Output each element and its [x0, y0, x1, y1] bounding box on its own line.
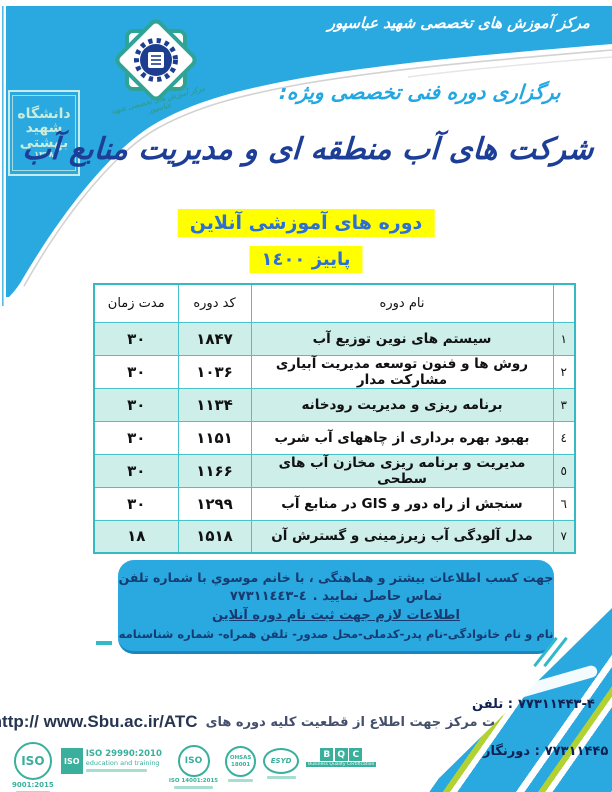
iso-14001-label: ISO 14001:2015 [168, 778, 219, 784]
course-code: ۱۱۶۶ [177, 453, 252, 488]
table-row: ٤ بهبود بهره برداری از چاههای آب شرب ۱۱۵… [93, 420, 576, 455]
online-courses-highlight: دوره های آموزشی آنلاین [177, 209, 435, 237]
header-course-code: کد دوره [177, 283, 252, 323]
course-name: مدل آلودگی آب زیرزمینی و گسترش آن [250, 519, 554, 554]
course-code: ۱۱۵۱ [177, 420, 252, 455]
row-number: ٢ [552, 354, 576, 389]
contact-info-box: جهت کسب اطلاعات بیشتر و هماهنگی ، با خان… [118, 560, 554, 654]
iso-14001-logo: ISO ISO 14001:2015 [169, 742, 218, 789]
row-number: ٤ [552, 420, 576, 455]
course-name: سیستم های نوین توزیع آب [250, 321, 554, 356]
course-table: نام دوره کد دوره مدت زمان ١ سیستم های نو… [93, 283, 576, 554]
iso-29990-subtitle: education and training [85, 758, 160, 767]
course-name: بهبود بهره برداری از چاههای آب شرب [250, 420, 554, 455]
course-name: سنجش از راه دور و GIS در منابع آب [250, 486, 554, 521]
row-number: ٦ [552, 486, 576, 521]
row-number: ٥ [552, 453, 576, 488]
info-phone-number: ٧٧٣١١٤٤٣-٤ [229, 589, 307, 604]
iso-29990-tag-icon: ISO [60, 748, 83, 774]
organization-title-calligraphy: مرکز آموزش های تخصصی شهید عباسپور [327, 14, 591, 32]
phone-label: تلفن : [472, 697, 513, 712]
table-row: ٥ مدیریت و برنامه ریزی مخازن آب های سطحی… [93, 453, 576, 488]
header-duration: مدت زمان [93, 283, 179, 323]
course-code: ۱۸۴۷ [177, 321, 252, 356]
training-center-emblem-logo [115, 19, 197, 101]
fax-contact-line: دورنگار : ۷۷۳۱۱۴۴۵ [483, 744, 608, 759]
table-row: ١ سیستم های نوین توزیع آب ۱۸۴۷ ۳۰ [93, 321, 576, 356]
info-line-phone: ٧٧٣١١٤٤٣-٤ تماس حاصل نمایید . [230, 589, 442, 604]
row-number: ٧ [552, 519, 576, 554]
fall-1400-highlight: پاییز ١٤٠٠ [249, 246, 363, 273]
stamp-word-university: دانشگاه [17, 106, 71, 123]
bqc-letter-boxes-icon: B Q C [320, 748, 363, 761]
iso-9001-label: 9001:2015 [12, 781, 54, 789]
iso-9001-circle-icon: ISO [13, 742, 52, 780]
website-line: سایت مرکز جهت اطلاع از قطعیت کلیه دوره ه… [0, 708, 518, 736]
stamp-word-shahid: شهید [25, 120, 63, 137]
event-subtitle-calligraphy: برگزاری دوره فنی تخصصی ویژه: [278, 80, 562, 104]
iso-14001-circle-icon: ISO [177, 745, 210, 777]
row-number: ١ [552, 321, 576, 356]
ohsas-number: 18001 [231, 761, 251, 768]
course-duration: ۳۰ [93, 354, 179, 389]
course-code: ۱۰۳۶ [177, 354, 252, 389]
course-duration: ۳۰ [93, 486, 179, 521]
header-row-number [552, 283, 576, 323]
decorative-tick-left [96, 641, 112, 645]
course-name: روش ها و فنون توسعه مدیریت آبیاری مشارکت… [250, 354, 554, 389]
iso-9001-logo: ISO 9001:2015 [12, 742, 54, 792]
table-row: ٦ سنجش از راه دور و GIS در منابع آب ۱۲۹۹… [93, 486, 576, 521]
course-duration: ۳۰ [93, 453, 179, 488]
ohsas-word: OHSAS [229, 755, 252, 762]
course-duration: ۳۰ [93, 420, 179, 455]
course-name: مدیریت و برنامه ریزی مخازن آب های سطحی [250, 453, 554, 488]
course-name: برنامه ریزی و مدیریت رودخانه [250, 387, 554, 422]
ohsas-circle-icon: OHSAS 18001 [225, 746, 257, 777]
certification-logos-row: ISO 9001:2015 ISO ISO 29990:2010 educati… [12, 742, 377, 792]
fineprint-bar [228, 779, 254, 782]
bqc-letter-c: C [349, 748, 363, 761]
fax-number: ۷۷۳۱۱۴۴۵ [544, 744, 609, 759]
fineprint-bar [85, 769, 147, 773]
fineprint-bar [173, 786, 214, 789]
university-seal-inner: دانشگاه شهید بهشتی ۱۳۳۸ [12, 95, 76, 171]
fineprint-bar [266, 776, 296, 779]
table-row: ٣ برنامه ریزی و مدیریت رودخانه ۱۱۳۴ ۳۰ [93, 387, 576, 422]
row-number: ٣ [552, 387, 576, 422]
phone-contact-line: تلفن : ۷۷۳۱۱۴۴۳-۴ [472, 697, 595, 712]
table-row: ٧ مدل آلودگی آب زیرزمینی و گسترش آن ۱۵۱۸… [93, 519, 576, 554]
esyd-logo: ESYD [263, 742, 300, 779]
ohsas-logo: OHSAS 18001 [225, 742, 257, 782]
info-line-coordination: جهت کسب اطلاعات بیشتر و هماهنگی ، با خان… [118, 570, 554, 585]
table-row: ٢ روش ها و فنون توسعه مدیریت آبیاری مشار… [93, 354, 576, 389]
header-course-name: نام دوره [250, 283, 554, 323]
website-caption: سایت مرکز جهت اطلاع از قطعیت کلیه دوره ه… [205, 714, 519, 730]
iso-29990-text: ISO 29990:2010 education and training [85, 748, 162, 773]
phone-number: ۷۷۳۱۱۴۴۳-۴ [517, 697, 595, 712]
stamp-year: ۱۳۳۸ [34, 149, 54, 159]
iso-29990-logo: ISO ISO 29990:2010 education and trainin… [60, 748, 162, 774]
course-duration: ۱۸ [93, 519, 179, 554]
bqc-logo: B Q C Business Quality Certification [306, 748, 377, 767]
bqc-subtitle: Business Quality Certification [306, 762, 377, 767]
course-duration: ۳۰ [93, 387, 179, 422]
info-line-required-fields: نام و نام خانوادگی-نام پدر-کدملی-محل صدو… [118, 627, 554, 641]
esyd-oval-icon: ESYD [263, 748, 300, 774]
course-code: ۱۲۹۹ [177, 486, 252, 521]
bqc-letter-b: B [320, 748, 334, 761]
course-code: ۱۵۱۸ [177, 519, 252, 554]
iso-29990-title: ISO 29990:2010 [85, 748, 162, 759]
course-code: ۱۱۳۴ [177, 387, 252, 422]
course-duration: ۳۰ [93, 321, 179, 356]
main-title-calligraphy: شرکت های آب منطقه ای و مدیریت منابع آب [21, 132, 595, 167]
stamp-word-beheshti: بهشتی [19, 134, 69, 151]
website-url-link[interactable]: http:// www.Sbu.ac.ir/ATC [0, 712, 198, 731]
course-table-header-row: نام دوره کد دوره مدت زمان [93, 283, 576, 323]
bqc-letter-q: Q [334, 748, 348, 761]
fax-label: دورنگار : [483, 744, 540, 759]
university-seal-stamp: دانشگاه شهید بهشتی ۱۳۳۸ [8, 90, 80, 176]
info-phone-text: تماس حاصل نمایید . [312, 589, 443, 604]
info-line-registration-heading: اطلاعات لازم جهت ثبت نام دوره آنلاین [212, 608, 460, 623]
